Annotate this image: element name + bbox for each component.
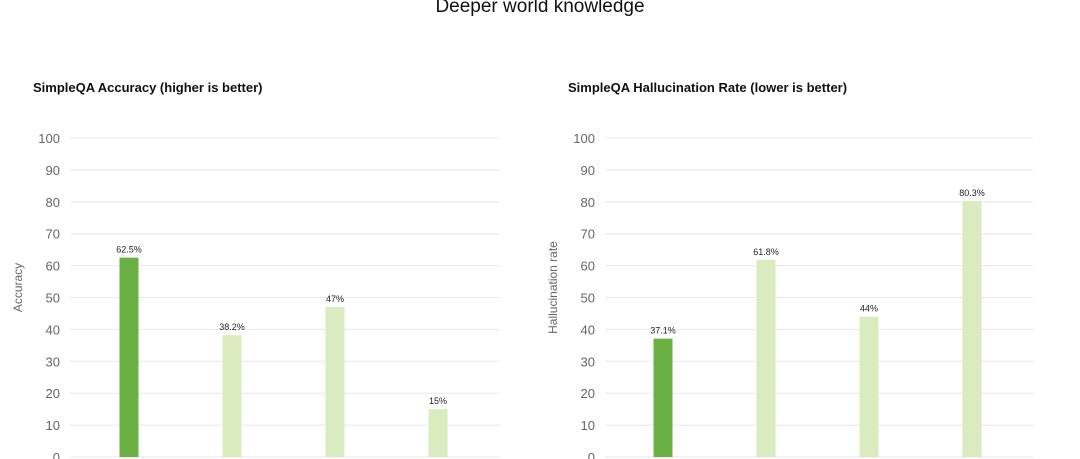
- hallucination-bar-chart: 0 10 20 30 40 50 60 70 80 90 100 Hallucination rate…: [546, 131, 1033, 459]
- hallucination-y-tick-label: 60: [581, 259, 595, 274]
- accuracy-y-tick-label: 60: [46, 259, 60, 274]
- accuracy-bar-1: [119, 257, 139, 457]
- hallucination-data-label-3: 44%: [860, 304, 878, 314]
- accuracy-data-label-3: 47%: [326, 294, 344, 304]
- accuracy-y-tick-label: 10: [46, 418, 60, 433]
- accuracy-bar-4: [428, 409, 448, 457]
- accuracy-y-axis-label: Accuracy: [11, 263, 25, 312]
- accuracy-y-tick-label: 80: [46, 195, 60, 210]
- page-title: Deeper world knowledge: [435, 0, 645, 17]
- accuracy-data-label-2: 38.2%: [219, 322, 245, 332]
- hallucination-chart-title: SimpleQA Hallucination Rate (lower is be…: [568, 80, 848, 95]
- hallucination-y-tick-label: 20: [581, 386, 595, 401]
- accuracy-bar-2: [222, 335, 242, 457]
- hallucination-data-label-4: 80.3%: [959, 188, 985, 198]
- accuracy-data-label-4: 15%: [429, 396, 447, 406]
- accuracy-y-tick-label: 70: [46, 227, 60, 242]
- accuracy-y-tick-label: 100: [38, 131, 60, 146]
- accuracy-y-tick-label: 30: [46, 354, 60, 369]
- accuracy-data-label-1: 62.5%: [116, 245, 142, 255]
- hallucination-data-label-1: 37.1%: [650, 326, 676, 336]
- hallucination-y-tick-label: 90: [581, 163, 595, 178]
- hallucination-y-tick-label: 80: [581, 195, 595, 210]
- hallucination-y-tick-label: 100: [573, 131, 595, 146]
- accuracy-y-tick-label: 90: [46, 163, 60, 178]
- hallucination-y-tick-label: 70: [581, 227, 595, 242]
- hallucination-bar-1: [653, 338, 673, 457]
- hallucination-y-tick-label: 30: [581, 354, 595, 369]
- hallucination-bar-2: [756, 259, 776, 457]
- hallucination-y-axis-label: Hallucination rate: [546, 241, 560, 334]
- hallucination-y-tick-label: 10: [581, 418, 595, 433]
- accuracy-chart-title: SimpleQA Accuracy (higher is better): [33, 80, 263, 95]
- accuracy-y-tick-label: 20: [46, 386, 60, 401]
- hallucination-y-tick-label: 40: [581, 322, 595, 337]
- accuracy-y-tick-label: 40: [46, 322, 60, 337]
- accuracy-bar-chart: 0 10 20 30 40 50 60 70 80 90 100 Accuracy 62.5% 38.2%…: [11, 131, 500, 459]
- hallucination-y-tick-label: 50: [581, 291, 595, 306]
- hallucination-bar-3: [859, 316, 879, 457]
- accuracy-bar-3: [325, 307, 345, 457]
- accuracy-y-tick-label: 50: [46, 291, 60, 306]
- hallucination-y-tick-label: 0: [588, 450, 595, 459]
- accuracy-y-tick-label: 0: [53, 450, 60, 459]
- hallucination-bar-4: [962, 200, 982, 457]
- hallucination-data-label-2: 61.8%: [753, 247, 779, 257]
